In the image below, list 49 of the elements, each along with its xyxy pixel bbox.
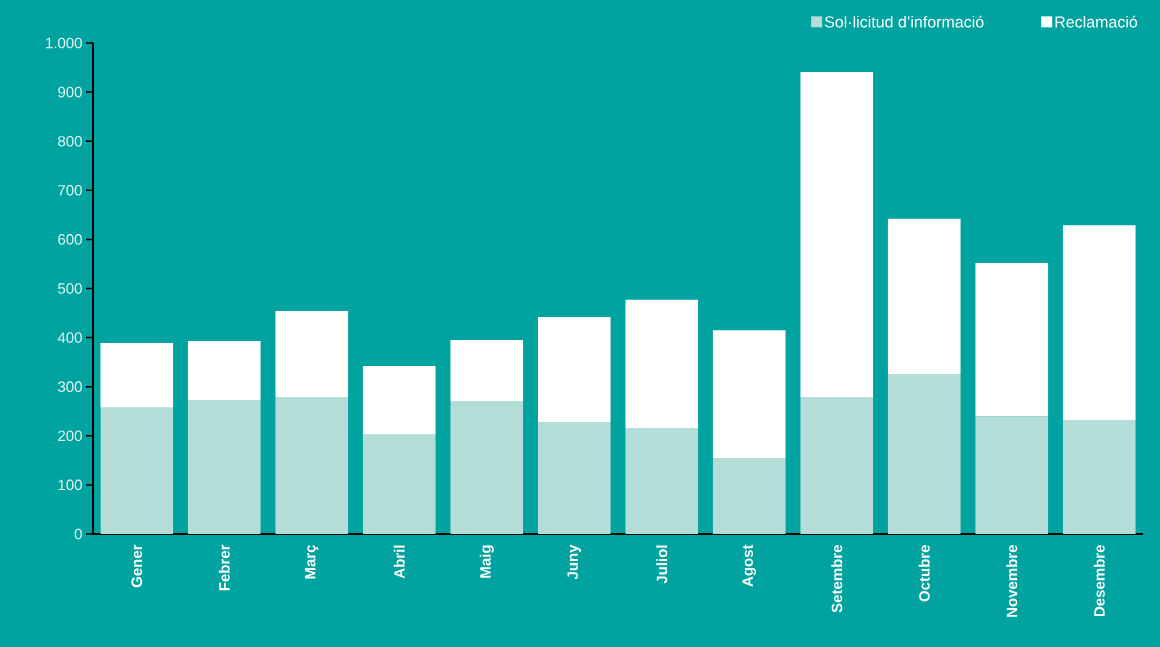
x-tick-label: Juny xyxy=(567,544,581,580)
bar xyxy=(625,299,699,428)
bar xyxy=(800,397,874,534)
x-tick-label: Agost xyxy=(742,544,757,587)
y-tick-label: 700 xyxy=(58,184,82,196)
x-tick-label: Maig xyxy=(479,545,494,578)
x-tick-label: Gener xyxy=(131,544,143,588)
y-tick-label: 200 xyxy=(58,430,82,442)
y-tick-label: 400 xyxy=(57,332,82,343)
x-tick-label: Març xyxy=(305,544,319,579)
bar xyxy=(187,341,261,400)
y-tick-label: 300 xyxy=(58,381,82,392)
bar xyxy=(887,373,961,534)
bar xyxy=(450,400,524,534)
x-tick-label: Setembre xyxy=(831,545,843,613)
bar xyxy=(362,366,436,435)
bar xyxy=(712,330,786,458)
x-tick-label: Abril xyxy=(393,545,405,579)
y-tick-label: 900 xyxy=(58,86,82,98)
bar xyxy=(887,218,961,374)
bar xyxy=(187,399,261,534)
bar xyxy=(450,340,524,401)
bar xyxy=(100,407,174,534)
bar xyxy=(275,311,349,397)
y-tick-label: 600 xyxy=(58,234,82,245)
x-tick-label: Desembre xyxy=(1093,545,1105,617)
x-tick-label: Febrer xyxy=(218,544,230,591)
bar xyxy=(800,71,874,397)
bar xyxy=(275,397,349,534)
bar xyxy=(100,342,174,408)
x-tick-label: Novembre xyxy=(1006,545,1018,617)
x-tick-label: Juliol xyxy=(656,545,668,584)
bar xyxy=(362,434,436,534)
bar xyxy=(537,422,611,534)
legend-label: Sol·licitud d’informació xyxy=(824,15,984,28)
bar xyxy=(712,457,786,534)
bar xyxy=(537,316,611,423)
y-tick-label: 0 xyxy=(74,528,82,540)
legend-label: Reclamació xyxy=(1055,15,1138,28)
y-tick-label: 500 xyxy=(58,283,82,294)
bar xyxy=(975,416,1049,534)
y-tick-label: 100 xyxy=(58,479,82,491)
bar xyxy=(625,427,699,534)
y-tick-label: 800 xyxy=(58,135,82,147)
bar xyxy=(1062,420,1136,534)
bar xyxy=(1062,225,1136,421)
x-tick-label: Octubre xyxy=(918,545,930,602)
bar xyxy=(975,262,1049,417)
y-tick-label: 1.000 xyxy=(46,37,82,49)
